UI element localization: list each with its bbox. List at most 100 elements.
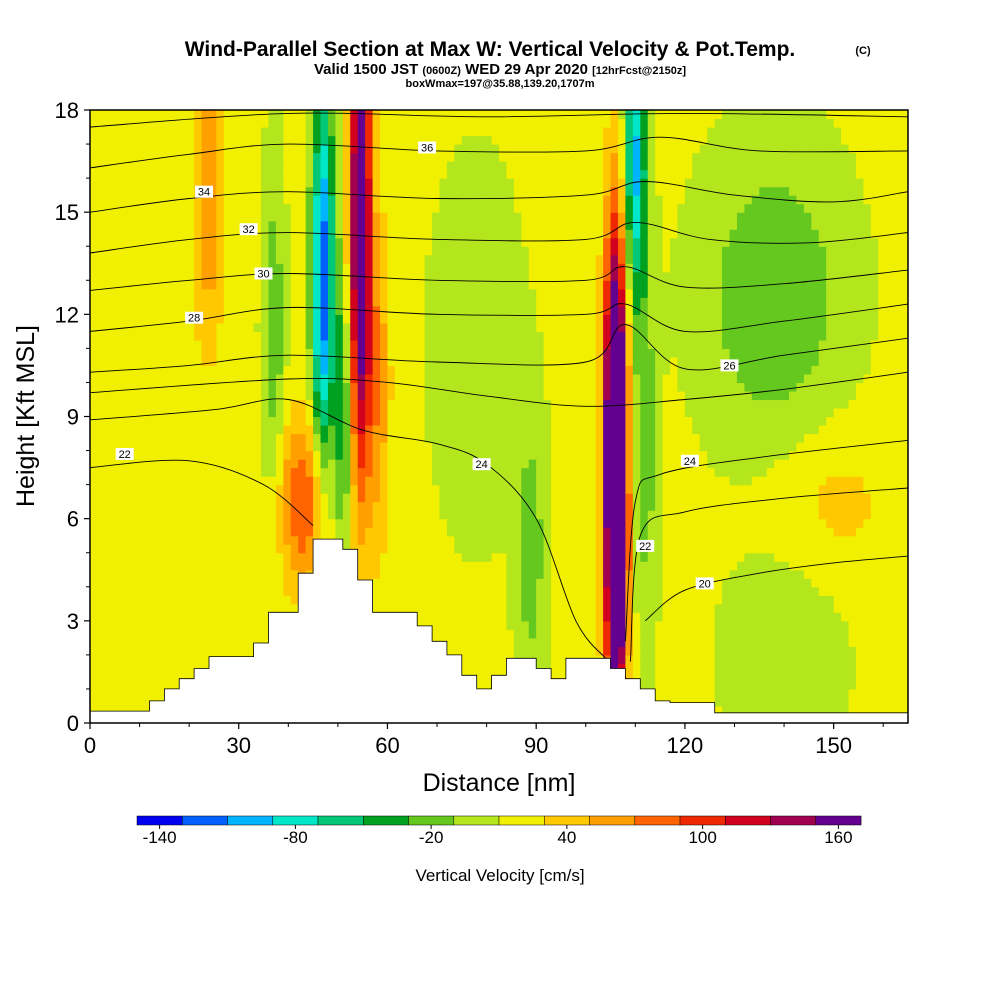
w-cell: [491, 527, 500, 537]
w-cell: [97, 135, 106, 145]
w-cell: [283, 246, 292, 256]
w-cell: [283, 229, 292, 239]
w-cell: [580, 152, 589, 162]
w-cell: [484, 152, 493, 162]
w-cell: [506, 425, 515, 435]
w-cell: [357, 365, 366, 375]
w-cell: [149, 280, 158, 290]
w-cell: [134, 493, 143, 503]
w-cell: [461, 373, 470, 384]
w-cell: [171, 586, 180, 596]
w-cell: [208, 297, 218, 307]
w-cell: [350, 459, 359, 469]
w-cell: [112, 212, 121, 222]
w-cell: [201, 110, 210, 120]
w-cell: [365, 144, 374, 154]
w-cell: [290, 237, 299, 247]
w-cell: [536, 569, 545, 579]
w-cell: [90, 671, 99, 682]
w-cell: [387, 561, 396, 571]
w-cell: [216, 433, 225, 443]
w-cell: [342, 195, 351, 205]
w-cell: [387, 237, 396, 247]
w-cell: [454, 212, 463, 222]
w-cell: [357, 297, 366, 307]
w-cell: [223, 433, 232, 443]
w-cell: [565, 493, 574, 503]
w-cell: [461, 544, 470, 554]
w-cell: [558, 425, 567, 435]
w-cell: [409, 433, 418, 443]
w-cell: [387, 246, 396, 256]
w-cell: [528, 510, 537, 520]
w-cell: [194, 612, 203, 622]
w-cell: [201, 535, 210, 545]
w-cell: [551, 118, 560, 128]
w-cell: [142, 450, 151, 460]
w-cell: [446, 356, 455, 367]
w-cell: [432, 135, 441, 145]
w-cell: [305, 169, 314, 179]
w-cell: [506, 442, 515, 452]
w-cell: [298, 348, 307, 358]
w-cell: [484, 629, 493, 639]
w-cell: [536, 229, 545, 239]
w-cell: [350, 390, 359, 401]
w-cell: [595, 467, 604, 477]
w-cell: [194, 322, 203, 332]
w-cell: [253, 246, 262, 256]
w-cell: [97, 271, 106, 281]
w-cell: [454, 544, 463, 554]
w-cell: [387, 390, 396, 401]
w-cell: [164, 467, 173, 477]
w-cell: [580, 569, 589, 579]
w-cell: [543, 169, 552, 179]
w-cell: [357, 569, 366, 579]
w-cell: [417, 620, 426, 630]
w-cell: [357, 407, 366, 418]
w-cell: [417, 178, 426, 188]
w-cell: [558, 254, 567, 264]
w-cell: [223, 169, 232, 179]
w-cell: [127, 510, 136, 520]
w-cell: [171, 263, 180, 273]
w-cell: [320, 450, 329, 460]
w-cell: [551, 382, 560, 392]
w-cell: [528, 527, 537, 537]
w-cell: [313, 390, 322, 401]
w-cell: [171, 288, 180, 298]
w-cell: [402, 510, 411, 520]
w-cell: [97, 527, 106, 537]
w-cell: [588, 578, 597, 588]
w-cell: [499, 450, 508, 460]
w-cell: [90, 586, 99, 596]
w-cell: [543, 552, 552, 562]
w-cell: [491, 561, 500, 571]
w-cell: [327, 246, 336, 256]
w-cell: [432, 467, 441, 477]
w-cell: [417, 135, 426, 145]
w-cell: [402, 152, 411, 162]
w-cell: [327, 263, 336, 273]
w-cell: [156, 416, 165, 426]
w-cell: [171, 637, 180, 647]
w-cell: [97, 186, 106, 196]
w-cell: [261, 118, 270, 128]
w-cell: [134, 161, 143, 171]
w-cell: [409, 144, 418, 154]
w-cell: [380, 510, 389, 520]
w-cell: [432, 552, 441, 562]
w-cell: [156, 263, 165, 273]
w-cell: [149, 305, 158, 315]
w-cell: [357, 390, 366, 401]
w-cell: [231, 510, 240, 520]
w-cell: [461, 203, 470, 213]
w-cell: [112, 169, 121, 179]
w-cell: [417, 195, 426, 205]
w-cell: [565, 161, 574, 171]
w-cell: [156, 348, 165, 358]
w-cell: [372, 399, 381, 409]
w-cell: [97, 152, 106, 162]
w-cell: [476, 535, 485, 545]
w-cell: [580, 322, 589, 332]
